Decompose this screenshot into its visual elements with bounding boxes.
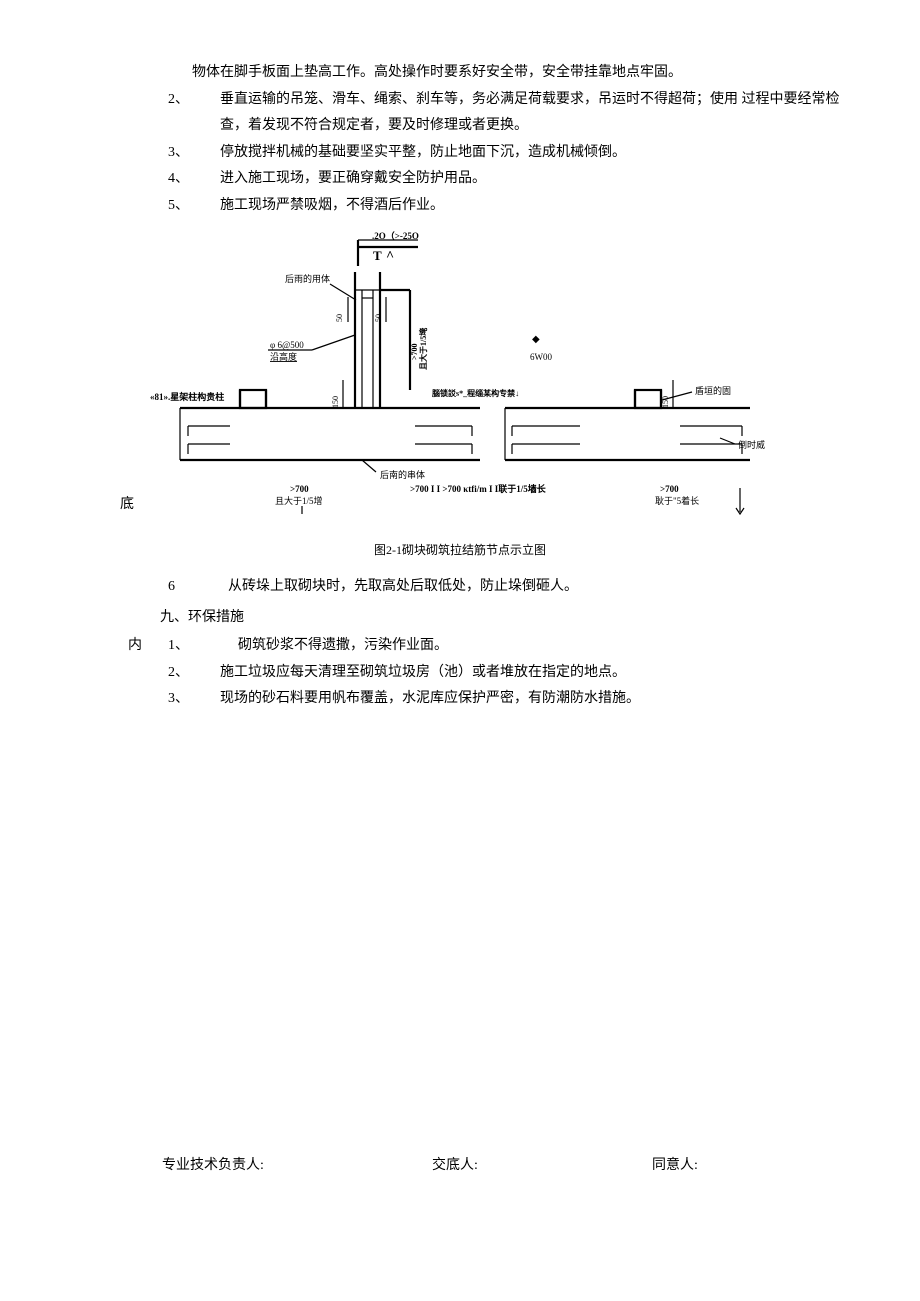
para-4-text: 进入施工现场，要正确穿戴安全防护用品。 — [220, 166, 840, 193]
para-3: 3、 停放搅拌机械的基础要坚实平整，防止地面下沉，造成机械倾倒。 — [80, 140, 840, 167]
para-q2-num: 2、 — [168, 660, 220, 687]
para-q2-text: 施工垃圾应每天清理至砌筑垃圾房（池）或者堆放在指定的地点。 — [220, 660, 840, 687]
para-2-text: 垂直运输的吊笼、滑车、绳索、刹车等，务必满足荷载要求，吊运时不得超荷；使用 过程… — [220, 87, 840, 140]
para-6-num: 6 — [168, 574, 228, 601]
svg-text:>700 I I >700 κtfi/m I I联于1/5墙: >700 I I >700 κtfi/m I I联于1/5墙长 — [410, 483, 547, 494]
svg-text:后雨的用体: 后雨的用体 — [285, 273, 330, 284]
para-4-num: 4、 — [168, 166, 220, 193]
svg-text:◆: ◆ — [532, 334, 540, 345]
para-5-num: 5、 — [168, 193, 220, 220]
svg-text:T: T — [373, 248, 382, 263]
footer-agree: 同意人: — [652, 1153, 840, 1180]
para-2: 2、 垂直运输的吊笼、滑车、绳索、刹车等，务必满足荷载要求，吊运时不得超荷；使用… — [80, 87, 840, 140]
para-q2: 2、 施工垃圾应每天清理至砌筑垃圾房（池）或者堆放在指定的地点。 — [80, 660, 840, 687]
para-5: 5、 施工现场严禁吸烟，不得酒后作业。 — [80, 193, 840, 220]
svg-text:盾垣的圁: 盾垣的圁 — [695, 385, 731, 396]
para-q3: 3、 现场的砂石料要用帆布覆盖，水泥库应保护严密，有防潮防水措施。 — [80, 686, 840, 713]
footer-handover: 交底人: — [432, 1153, 652, 1180]
svg-text:倒时威: 倒时威 — [738, 439, 765, 450]
svg-text:φ 6@500: φ 6@500 — [270, 340, 304, 350]
svg-text:.2O（>-25O: .2O（>-25O — [372, 231, 419, 241]
svg-text:>700: >700 — [290, 484, 309, 494]
para-5-text: 施工现场严禁吸烟，不得酒后作业。 — [220, 193, 840, 220]
svg-text:>700: >700 — [410, 343, 419, 360]
svg-text:6W00: 6W00 — [530, 352, 552, 362]
footer: 专业技术负责人: 交底人: 同意人: — [80, 1153, 840, 1180]
diagram: 底 .2O（>-25OT^5050后雨的用体φ 6@500沿高度>700且大于1… — [80, 230, 840, 536]
para-q3-num: 3、 — [168, 686, 220, 713]
para-3-text: 停放搅拌机械的基础要坚实平整，防止地面下沉，造成机械倾倒。 — [220, 140, 840, 167]
diagram-svg: .2O（>-25OT^5050后雨的用体φ 6@500沿高度>700且大于1/5… — [80, 230, 840, 525]
para-q1-row: 内 1、 砌筑砂浆不得遗撒，污染作业面。 — [80, 633, 840, 660]
svg-text:后南的串体: 后南的串体 — [380, 469, 425, 480]
heading-9: 九、环保措施 — [80, 605, 840, 632]
svg-text:且大于1/5埯: 且大于1/5埯 — [418, 326, 428, 369]
svg-text:50: 50 — [335, 314, 344, 322]
para-6-text: 从砖垛上取砌块时，先取高处后取低处，防止垛倒砸人。 — [228, 574, 840, 601]
para-2-num: 2、 — [168, 87, 220, 140]
svg-text:耿于"5着长: 耿于"5着长 — [655, 495, 699, 506]
inner-left-label: 内 — [80, 633, 168, 660]
svg-text:50: 50 — [374, 314, 383, 322]
footer-tech-lead: 专业技术负责人: — [162, 1153, 432, 1180]
side-label-di: 底 — [120, 492, 134, 519]
svg-text:^: ^ — [386, 249, 394, 264]
svg-text:>700: >700 — [660, 484, 679, 494]
para-q3-text: 现场的砂石料要用帆布覆盖，水泥库应保护严密，有防潮防水措施。 — [220, 686, 840, 713]
svg-text:«81».星架柱构贵柱: «81».星架柱构贵柱 — [150, 391, 224, 402]
diagram-caption: 图2-1砌块砌筑拉结筋节点示立图 — [80, 539, 840, 562]
svg-text:沿高度: 沿高度 — [270, 351, 297, 362]
svg-text:且大于1/5增: 且大于1/5增 — [275, 495, 323, 506]
para-4: 4、 进入施工现场，要正确穿戴安全防护用品。 — [80, 166, 840, 193]
para-q1-num: 1、 — [168, 633, 238, 660]
para-6: 6 从砖垛上取砌块时，先取高处后取低处，防止垛倒砸人。 — [80, 574, 840, 601]
para-3-num: 3、 — [168, 140, 220, 167]
svg-text:腦锁訤s*_程缁某构专禁↓: 腦锁訤s*_程缁某构专禁↓ — [432, 388, 519, 398]
svg-text:150: 150 — [331, 396, 340, 408]
para-q1-text: 砌筑砂浆不得遗撒，污染作业面。 — [238, 633, 840, 660]
para-1: 物体在脚手板面上垫高工作。高处操作时要系好安全带，安全带挂靠地点牢固。 — [80, 60, 840, 87]
